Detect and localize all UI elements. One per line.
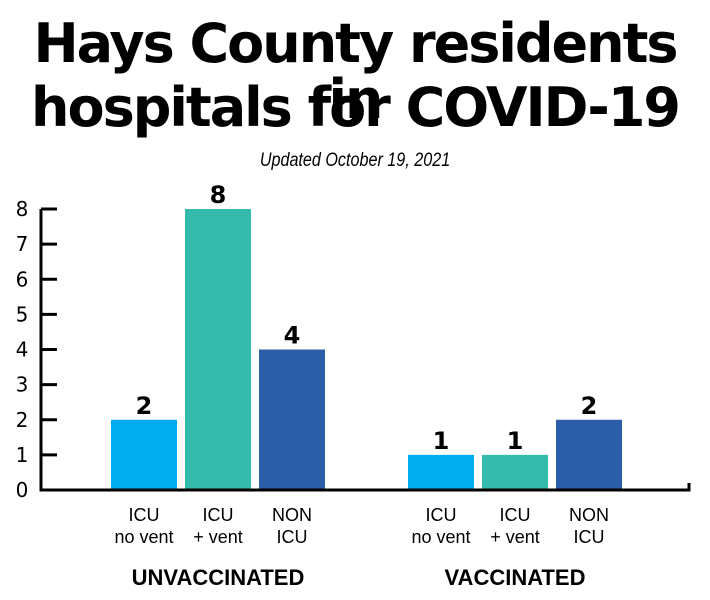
y-tick-label: 0	[16, 478, 29, 502]
bar	[111, 419, 177, 489]
bar	[259, 349, 325, 489]
y-tick-label: 2	[16, 408, 29, 432]
bar	[482, 454, 548, 489]
category-label-line1: NON	[272, 505, 312, 525]
y-tick-label: 4	[16, 338, 29, 362]
bar	[556, 419, 622, 489]
category-label-line1: ICU	[500, 505, 531, 525]
category-label-line2: ICU	[574, 527, 605, 547]
data-label: 8	[210, 181, 227, 209]
y-tick-label: 7	[16, 232, 29, 256]
chart-title-line-2: hospitals for COVID-19	[31, 76, 681, 139]
y-tick-label: 5	[16, 302, 29, 326]
data-label: 2	[136, 392, 153, 420]
y-tick-label: 1	[16, 443, 29, 467]
category-label-line2: + vent	[193, 527, 243, 547]
chart-subtitle: Updated October 19, 2021	[259, 150, 451, 171]
category-label-line1: ICU	[426, 505, 457, 525]
category-label-line2: no vent	[411, 527, 470, 547]
category-label-line1: ICU	[203, 505, 234, 525]
data-label: 1	[433, 427, 450, 455]
data-label: 2	[581, 392, 598, 420]
y-tick-label: 6	[16, 267, 29, 291]
category-label-line2: ICU	[277, 527, 308, 547]
chart-title-line-1: Hays County residents in	[33, 12, 678, 131]
bar	[185, 209, 251, 489]
data-label: 1	[507, 427, 524, 455]
group-label: VACCINATED	[445, 565, 586, 590]
category-label-line2: + vent	[490, 527, 540, 547]
group-label: UNVACCINATED	[132, 565, 305, 590]
category-label-line2: no vent	[114, 527, 173, 547]
category-label-line1: ICU	[129, 505, 160, 525]
category-label-line1: NON	[569, 505, 609, 525]
bar	[408, 454, 474, 489]
y-tick-label: 3	[16, 373, 29, 397]
y-tick-label: 8	[16, 197, 29, 221]
data-label: 4	[284, 322, 301, 350]
